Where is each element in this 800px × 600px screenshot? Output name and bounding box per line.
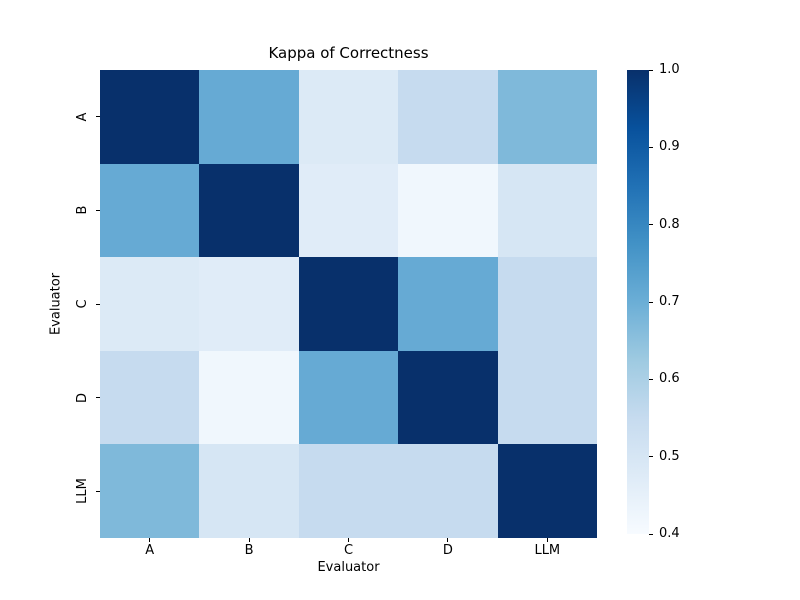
- heatmap-cell-A-D: [398, 70, 498, 164]
- colorbar-tick-mark: [649, 301, 653, 303]
- colorbar-tick-label-0.4: 0.4: [659, 526, 680, 541]
- heatmap-cell-B-C: [298, 163, 399, 258]
- heatmap-cell-B-D: [398, 163, 498, 258]
- tick-mark: [96, 397, 100, 399]
- heatmap-cell-C-A: [100, 257, 200, 351]
- heatmap-cell-C-D: [398, 257, 498, 351]
- tick-mark: [96, 116, 100, 118]
- heatmap-cell-D-B: [199, 350, 299, 445]
- heatmap-cell-LLM-C: [298, 444, 399, 538]
- y-tick-label-A: A: [75, 112, 90, 122]
- colorbar-tick-label-0.5: 0.5: [659, 448, 680, 464]
- heatmap-cell-A-A: [100, 70, 200, 164]
- heatmap-cell-A-LLM: [497, 70, 597, 164]
- y-axis-label: Evaluator: [48, 272, 64, 336]
- colorbar-tick-mark: [649, 378, 653, 380]
- heatmap-cell-C-B: [199, 257, 299, 351]
- x-axis-label: Evaluator: [317, 560, 380, 575]
- x-tick-label-LLM: LLM: [534, 543, 561, 558]
- heatmap-cell-D-C: [298, 350, 399, 445]
- heatmap-cell-LLM-A: [100, 444, 200, 538]
- heatmap-cell-B-B: [199, 163, 299, 258]
- heatmap: [100, 70, 597, 538]
- heatmap-cell-LLM-D: [398, 444, 498, 538]
- heatmap-cell-D-LLM: [497, 350, 597, 445]
- colorbar-tick-label-1.0: 1.0: [659, 62, 680, 77]
- colorbar-tick-mark: [649, 69, 653, 71]
- x-tick-label-A: A: [145, 543, 155, 558]
- colorbar-tick-label-0.6: 0.6: [659, 371, 680, 387]
- heatmap-cell-A-B: [199, 70, 299, 164]
- tick-mark: [447, 538, 449, 542]
- tick-mark: [96, 209, 100, 211]
- heatmap-cell-B-LLM: [497, 163, 597, 258]
- colorbar-tick-label-0.9: 0.9: [659, 139, 680, 155]
- x-tick-label-D: D: [442, 543, 453, 558]
- colorbar-tick-mark: [649, 146, 653, 148]
- y-tick-label-B: B: [75, 205, 90, 215]
- x-tick-label-C: C: [343, 543, 354, 558]
- heatmap-cell-C-LLM: [497, 257, 597, 351]
- heatmap-cell-D-A: [100, 350, 200, 445]
- tick-mark: [149, 538, 151, 542]
- y-tick-label-LLM: LLM: [75, 478, 90, 505]
- tick-mark: [546, 538, 548, 542]
- colorbar-tick-mark: [649, 224, 653, 226]
- tick-mark: [348, 538, 349, 542]
- heatmap-cell-C-C: [298, 257, 399, 351]
- tick-mark: [96, 490, 100, 492]
- tick-mark: [96, 303, 100, 305]
- x-tick-label-B: B: [244, 543, 254, 558]
- colorbar-tick-label-0.7: 0.7: [659, 294, 680, 309]
- y-tick-label-C: C: [75, 299, 90, 309]
- heatmap-cell-B-A: [100, 163, 200, 258]
- colorbar-tick-label-0.8: 0.8: [659, 216, 680, 232]
- colorbar-tick-mark: [649, 533, 653, 535]
- y-tick-label-D: D: [75, 392, 90, 403]
- colorbar: [627, 70, 649, 534]
- tick-mark: [248, 538, 250, 542]
- chart-title: Kappa of Correctness: [268, 44, 429, 62]
- heatmap-cell-LLM-B: [199, 444, 299, 538]
- colorbar-tick-mark: [649, 456, 653, 458]
- heatmap-cell-D-D: [398, 350, 498, 445]
- heatmap-cell-A-C: [298, 70, 399, 164]
- heatmap-cell-LLM-LLM: [497, 444, 597, 538]
